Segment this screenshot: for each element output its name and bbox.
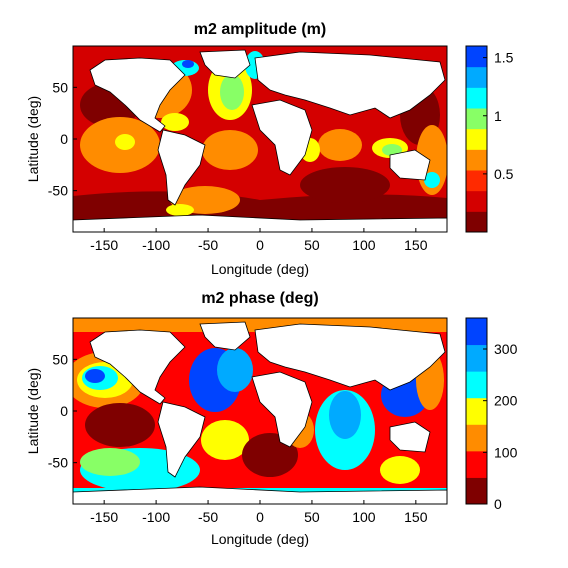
y-tick-label: 0 (60, 403, 68, 419)
colorbar-segment (466, 149, 487, 171)
north-america (89, 57, 186, 133)
phase-axes: -150 -100 -50 0 50 100 150 50 0 -50 (48, 351, 428, 525)
x-tick-label: -50 (198, 509, 218, 525)
australia (389, 421, 431, 453)
phase-region (201, 420, 249, 460)
phase-title: m2 phase (deg) (201, 290, 318, 307)
colorbar-segment (466, 450, 487, 478)
amplitude-region-high (115, 134, 135, 150)
greenland (199, 49, 251, 79)
x-tick-label: -150 (90, 237, 118, 253)
x-tick-label: 50 (304, 237, 320, 253)
africa (251, 99, 313, 176)
amplitude-region-high (382, 144, 402, 156)
eurasia (254, 323, 446, 391)
phase-x-axis-label: Longitude (deg) (211, 531, 309, 547)
x-tick-label: -100 (142, 237, 170, 253)
colorbar-tick-label: 300 (494, 341, 518, 357)
y-tick-label: -50 (48, 183, 68, 199)
y-tick-label: 50 (52, 79, 68, 95)
amplitude-region-high (424, 172, 440, 188)
amplitude-region-mid (318, 129, 362, 161)
amplitude-x-axis-label: Longitude (deg) (211, 261, 309, 277)
amplitude-region-mid (202, 130, 258, 170)
phase-colorbar: 300 200 100 0 (465, 317, 518, 512)
colorbar-segment (466, 108, 487, 130)
colorbar-tick-label: 100 (494, 444, 518, 460)
colorbar-segment (466, 170, 487, 192)
north-america (89, 329, 186, 405)
colorbar-segment (466, 87, 487, 109)
phase-region (380, 456, 420, 484)
x-tick-label: 0 (256, 509, 264, 525)
amplitude-region-high (161, 113, 189, 131)
y-tick-label: 0 (60, 131, 68, 147)
colorbar-segment (466, 128, 487, 150)
x-tick-label: -100 (142, 509, 170, 525)
colorbar-segment (466, 66, 487, 88)
amplitude-region-low (300, 167, 390, 203)
colorbar-tick-label: 0 (494, 496, 502, 512)
x-tick-label: -150 (90, 509, 118, 525)
colorbar-segment (466, 477, 487, 505)
x-tick-label: 50 (304, 509, 320, 525)
colorbar-tick-label: 1.5 (494, 50, 514, 66)
colorbar-segment (466, 397, 487, 425)
colorbar-segment (466, 211, 487, 233)
amplitude-title: m2 amplitude (m) (194, 21, 326, 38)
x-tick-label: -50 (198, 237, 218, 253)
x-tick-label: 150 (404, 509, 428, 525)
colorbar-segment (466, 318, 487, 346)
amplitude-region-high (166, 204, 194, 216)
colorbar-segment (466, 371, 487, 399)
antarctica (73, 214, 447, 232)
amplitude-y-axis-label: Latitude (deg) (25, 96, 41, 182)
y-tick-label: -50 (48, 455, 68, 471)
amplitude-axes: -150 -100 -50 0 50 100 150 50 0 -50 (48, 79, 428, 253)
greenland (199, 321, 251, 351)
colorbar-segment (466, 46, 487, 68)
amplitude-panel: m2 amplitude (m) (25, 21, 514, 277)
africa (251, 371, 313, 448)
colorbar-tick-label: 0.5 (494, 166, 514, 182)
y-tick-label: 50 (52, 351, 68, 367)
south-america (157, 129, 206, 206)
amplitude-colorbar: 1.5 1 0.5 (465, 45, 514, 233)
australia (389, 149, 431, 181)
phase-y-axis-label: Latitude (deg) (25, 368, 41, 454)
colorbar-tick-label: 1 (494, 108, 502, 124)
x-tick-label: 100 (352, 237, 376, 253)
colorbar-frame (465, 317, 488, 505)
antarctica (73, 486, 447, 504)
phase-map (73, 318, 447, 504)
south-america (157, 401, 206, 478)
x-tick-label: 150 (404, 237, 428, 253)
phase-land (73, 321, 447, 504)
phase-region (329, 391, 361, 439)
x-tick-label: 100 (352, 509, 376, 525)
colorbar-segment (466, 344, 487, 372)
phase-region (80, 448, 140, 476)
colorbar-segment (466, 424, 487, 452)
phase-region (85, 369, 105, 383)
colorbar-tick-label: 200 (494, 393, 518, 409)
phase-region (217, 348, 253, 392)
phase-region (85, 403, 155, 447)
colorbar-frame (465, 45, 488, 233)
eurasia (254, 51, 446, 119)
amplitude-land (73, 49, 447, 232)
colorbar-segment (466, 190, 487, 212)
amplitude-map (73, 46, 447, 232)
amplitude-region-max (182, 60, 194, 68)
phase-panel: m2 phase (deg) (25, 290, 518, 547)
amplitude-region-high (220, 74, 244, 110)
x-tick-label: 0 (256, 237, 264, 253)
